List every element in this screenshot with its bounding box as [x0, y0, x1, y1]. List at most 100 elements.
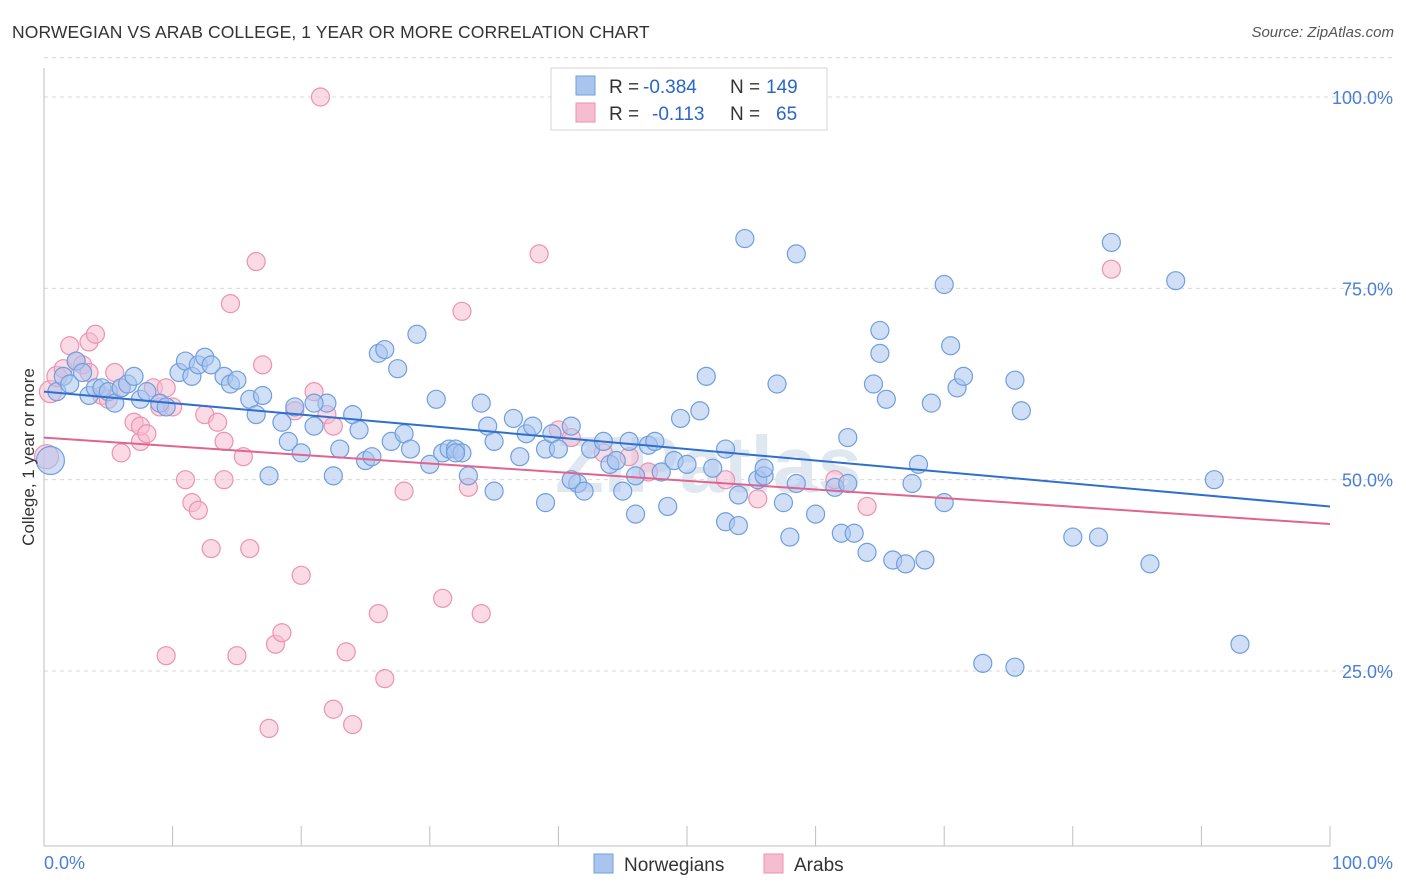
- norwegian-point: [484, 431, 504, 451]
- arab-point: [240, 538, 260, 559]
- arab-point: [310, 87, 331, 107]
- arab-point: [375, 669, 395, 689]
- norwegian-point: [677, 454, 697, 474]
- arab-point: [394, 481, 414, 501]
- norwegian-point: [934, 274, 954, 295]
- legend-swatch-norwegians: [575, 75, 596, 96]
- norwegian-point: [35, 445, 66, 476]
- norwegian-point: [1005, 657, 1025, 677]
- arab-point: [291, 565, 311, 585]
- norwegian-point: [458, 466, 478, 486]
- norwegian-point: [445, 443, 466, 463]
- x-tick-label-max: 100.0%: [1332, 853, 1393, 873]
- norwegian-point: [388, 359, 408, 379]
- norwegian-point: [780, 527, 800, 547]
- arab-point: [214, 431, 234, 451]
- legend-n-label-1: N =: [730, 77, 760, 98]
- norwegian-point: [941, 336, 961, 356]
- norwegian-point: [651, 462, 671, 482]
- legend-r-label-2: R =: [609, 104, 639, 125]
- arab-point: [208, 412, 228, 432]
- arab-point: [433, 588, 453, 608]
- norwegian-point: [863, 374, 884, 394]
- arab-point: [529, 244, 549, 264]
- bottom-legend-swatch-norwegians: [593, 853, 614, 874]
- norwegian-point: [523, 416, 543, 436]
- norwegian-point: [844, 523, 864, 543]
- y-tick-labels: 25.0% 50.0% 75.0% 100.0%: [1332, 88, 1393, 682]
- y-tick-label: 50.0%: [1342, 471, 1393, 491]
- norwegian-point: [921, 393, 941, 413]
- arab-point: [175, 470, 196, 490]
- norwegian-point: [574, 481, 594, 501]
- norwegian-point: [902, 473, 922, 494]
- norwegian-point: [1101, 232, 1121, 253]
- norwegian-point: [696, 366, 716, 386]
- norwegian-point: [253, 385, 273, 406]
- norwegian-point: [510, 447, 530, 467]
- norwegian-point: [786, 244, 806, 264]
- series-legend: Norwegians Arabs: [593, 853, 844, 876]
- correlation-legend: R = -0.384 N = 149 R = -0.113 N = 65: [550, 67, 828, 131]
- arab-point: [259, 718, 279, 739]
- source-label: Source: ZipAtlas.com: [1251, 24, 1394, 41]
- norwegian-point: [625, 466, 646, 486]
- norwegian-point: [561, 416, 581, 436]
- arab-point: [156, 646, 176, 666]
- page-title: NORWEGIAN VS ARAB COLLEGE, 1 YEAR OR MOR…: [12, 22, 650, 42]
- norwegian-point: [703, 458, 723, 478]
- norwegian-point: [1166, 271, 1186, 291]
- arab-point: [748, 489, 768, 509]
- legend-n-value-2: 65: [776, 104, 797, 125]
- norwegian-point: [728, 515, 749, 536]
- arab-point: [1101, 259, 1121, 279]
- norwegian-point: [606, 450, 626, 471]
- legend-r-value-2: -0.113: [652, 104, 704, 125]
- norwegian-point: [304, 416, 324, 436]
- norwegian-point: [619, 431, 639, 451]
- norwegian-point: [535, 493, 556, 513]
- norwegian-point: [625, 504, 646, 524]
- norwegian-point: [503, 408, 523, 429]
- legend-swatch-arabs: [575, 102, 596, 123]
- norwegian-point: [278, 431, 298, 451]
- norwegian-point: [896, 554, 916, 574]
- norwegians-trend-line: [43, 390, 1331, 508]
- trend-lines: [43, 390, 1331, 526]
- y-tick-label: 75.0%: [1342, 279, 1393, 299]
- norwegian-point: [767, 374, 787, 394]
- arab-point: [857, 496, 877, 517]
- arab-point: [272, 623, 292, 643]
- norwegian-point: [1204, 470, 1224, 490]
- norwegian-point: [330, 439, 350, 459]
- norwegian-point: [201, 355, 221, 375]
- grid-lines: [44, 57, 1392, 672]
- norwegian-point: [870, 320, 890, 341]
- norwegian-point: [735, 228, 755, 249]
- bottom-legend-label-arabs: Arabs: [794, 855, 844, 876]
- arab-point: [227, 646, 247, 666]
- legend-n-value-1: 149: [766, 77, 798, 98]
- bottom-legend-label-norwegians: Norwegians: [624, 855, 724, 876]
- norwegian-point: [471, 393, 491, 413]
- norwegian-point: [690, 401, 710, 421]
- arab-point: [220, 294, 241, 314]
- norwegians-points: [35, 228, 1250, 677]
- arab-point: [246, 251, 266, 272]
- x-tick-label-min: 0.0%: [44, 853, 85, 873]
- norwegian-point: [670, 408, 691, 429]
- arab-point: [368, 603, 388, 624]
- norwegian-point: [915, 550, 935, 570]
- y-axis-label: College, 1 year or more: [19, 368, 38, 546]
- norwegian-point: [1063, 527, 1083, 547]
- norwegian-point: [973, 653, 993, 673]
- arab-point: [137, 424, 157, 444]
- norwegian-point: [375, 339, 395, 360]
- arabs-trend-line: [43, 436, 1331, 526]
- norwegian-point: [838, 427, 858, 448]
- arab-point: [188, 500, 208, 520]
- norwegian-point: [728, 485, 749, 505]
- arab-point: [452, 301, 472, 321]
- norwegian-point: [124, 366, 144, 386]
- norwegian-point: [285, 397, 305, 417]
